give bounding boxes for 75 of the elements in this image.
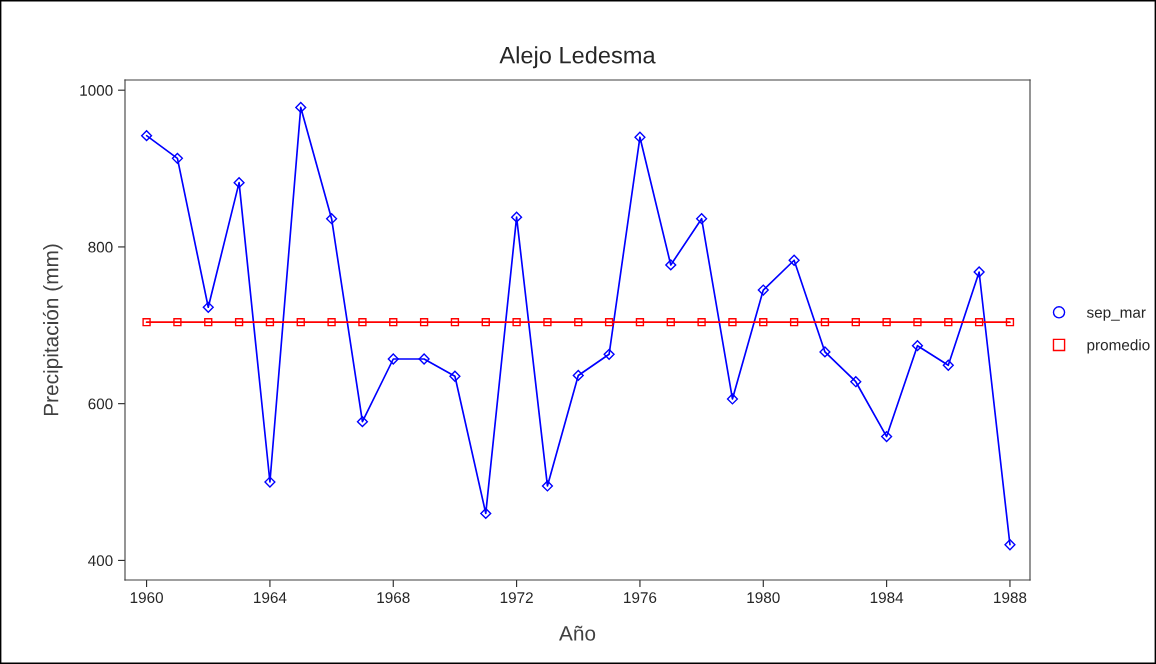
point — [296, 317, 305, 327]
x-tick-label: 1980 — [747, 592, 780, 604]
point — [543, 317, 552, 327]
point — [233, 177, 245, 189]
y-tick-label: 800 — [88, 241, 113, 253]
point — [913, 317, 922, 327]
x-tick-label: 1988 — [994, 592, 1027, 604]
point — [389, 317, 398, 327]
point — [697, 317, 706, 327]
point — [265, 317, 275, 327]
point — [202, 301, 214, 313]
point — [387, 353, 399, 365]
point — [788, 254, 800, 266]
point — [541, 480, 554, 492]
point — [358, 317, 367, 327]
point — [171, 152, 184, 164]
point — [140, 130, 153, 142]
point — [881, 430, 893, 443]
point — [728, 317, 737, 327]
point — [603, 348, 615, 360]
point — [512, 317, 521, 327]
x-axis-title: Año — [559, 625, 596, 641]
point — [481, 317, 490, 327]
point — [173, 317, 182, 327]
point — [574, 317, 583, 327]
point — [604, 317, 614, 327]
point — [1005, 317, 1015, 327]
point — [635, 317, 645, 327]
x-tick-label: 1972 — [500, 592, 533, 604]
x-tick-label: 1968 — [377, 592, 410, 604]
point — [1004, 539, 1016, 551]
x-tick-label: 1960 — [130, 592, 163, 604]
point — [234, 317, 244, 327]
point — [851, 317, 860, 327]
point — [450, 317, 460, 327]
y-tick-label: 600 — [88, 398, 113, 410]
legend-label: promedio — [1087, 339, 1150, 354]
chart-title: Alejo Ledesma — [499, 46, 656, 69]
y-tick-label: 1000 — [80, 85, 113, 96]
point — [944, 317, 953, 327]
point — [480, 507, 492, 519]
y-tick-label: 400 — [88, 555, 113, 567]
point — [327, 317, 336, 327]
point — [572, 369, 584, 382]
point — [789, 317, 799, 327]
point — [418, 353, 430, 365]
y-axis-title: Precipitación (mm) — [42, 244, 63, 416]
point — [356, 416, 369, 428]
point — [264, 476, 276, 488]
point — [974, 317, 984, 327]
point — [696, 213, 708, 225]
point — [419, 317, 429, 327]
point — [449, 370, 461, 382]
point — [820, 317, 830, 327]
point — [665, 259, 677, 271]
point — [204, 317, 213, 327]
point — [973, 266, 985, 278]
point — [882, 317, 891, 327]
point — [510, 211, 523, 223]
point — [850, 376, 862, 388]
x-tick-label: 1964 — [254, 592, 287, 604]
point — [142, 317, 151, 327]
point — [757, 284, 769, 296]
point — [295, 101, 307, 114]
legend-label: sep_mar — [1086, 309, 1146, 321]
x-tick-label: 1984 — [870, 592, 904, 604]
point — [634, 131, 646, 143]
point — [325, 213, 338, 225]
x-tick-label: 1976 — [624, 592, 657, 604]
point — [942, 359, 954, 371]
point — [911, 340, 924, 352]
point — [819, 346, 831, 358]
point — [759, 317, 768, 327]
point — [726, 393, 739, 405]
point — [666, 317, 675, 327]
